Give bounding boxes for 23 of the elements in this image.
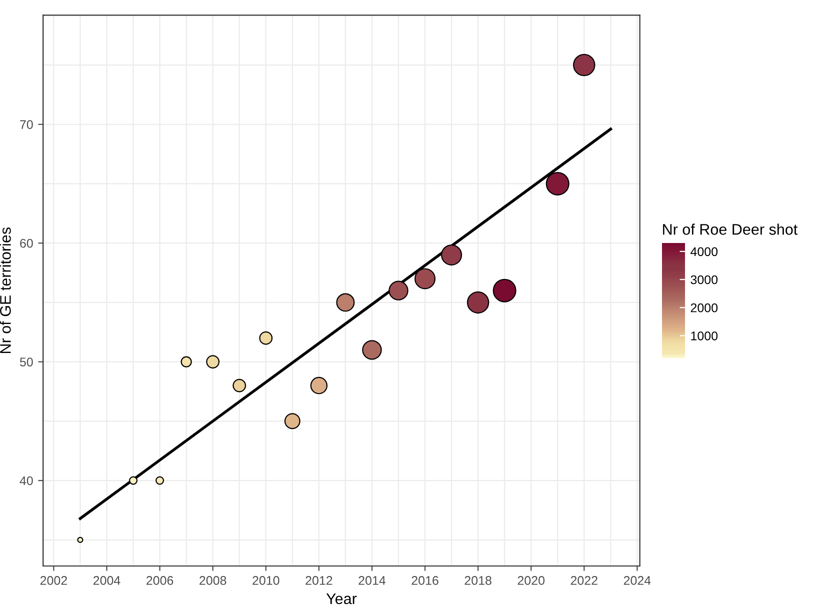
x-tick-label: 2008 xyxy=(200,576,226,585)
x-tick-label: 2018 xyxy=(464,576,492,585)
color-bar-label: 1000 xyxy=(691,331,718,340)
y-tick-label: 60 xyxy=(20,238,33,248)
y-tick-label: 50 xyxy=(20,358,33,366)
x-tick-label: 2006 xyxy=(146,576,174,585)
color-bar-label: 3000 xyxy=(690,275,718,284)
color-bar-label: 4000 xyxy=(690,247,718,256)
x-tick-label: 2020 xyxy=(518,576,545,585)
x-tick-label: 2024 xyxy=(624,576,651,585)
color-bar-label: 2000 xyxy=(690,303,718,312)
x-tick-label: 2010 xyxy=(252,576,280,585)
x-axis-title: Year xyxy=(326,593,357,604)
x-tick-label: 2002 xyxy=(40,576,67,585)
x-tick-label: 2022 xyxy=(570,576,598,585)
y-axis-title: Nr of GE territories xyxy=(0,227,11,353)
color-bar-title: Nr of Roe Deer shot xyxy=(663,224,798,235)
x-tick-label: 2012 xyxy=(306,576,332,585)
x-tick-label: 2004 xyxy=(93,576,120,585)
x-tick-label: 2016 xyxy=(412,576,438,585)
x-tick-label: 2014 xyxy=(358,576,386,585)
y-tick-label: 40 xyxy=(20,476,33,486)
y-tick-label: 70 xyxy=(20,120,33,130)
